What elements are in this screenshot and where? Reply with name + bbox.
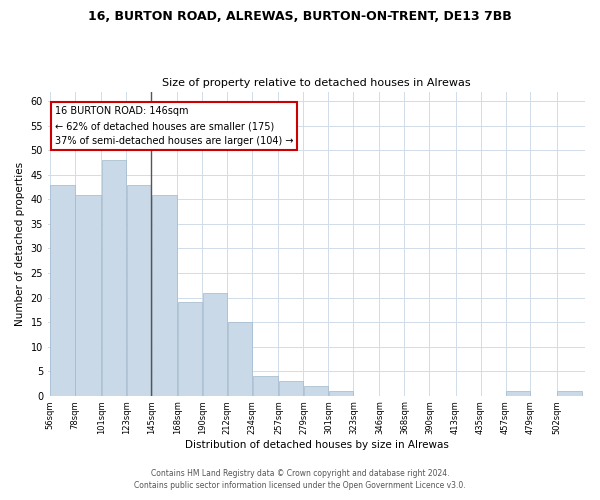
Bar bbox=[203, 292, 227, 396]
Bar bbox=[557, 390, 583, 396]
Bar bbox=[178, 302, 202, 396]
Y-axis label: Number of detached properties: Number of detached properties bbox=[15, 162, 25, 326]
Bar bbox=[76, 194, 101, 396]
Bar bbox=[253, 376, 278, 396]
Text: 16, BURTON ROAD, ALREWAS, BURTON-ON-TRENT, DE13 7BB: 16, BURTON ROAD, ALREWAS, BURTON-ON-TREN… bbox=[88, 10, 512, 23]
X-axis label: Distribution of detached houses by size in Alrewas: Distribution of detached houses by size … bbox=[185, 440, 448, 450]
Bar bbox=[227, 322, 252, 396]
Bar bbox=[506, 390, 530, 396]
Title: Size of property relative to detached houses in Alrewas: Size of property relative to detached ho… bbox=[162, 78, 471, 88]
Bar bbox=[127, 184, 151, 396]
Bar bbox=[304, 386, 328, 396]
Bar bbox=[278, 381, 303, 396]
Bar bbox=[101, 160, 126, 396]
Text: Contains HM Land Registry data © Crown copyright and database right 2024.
Contai: Contains HM Land Registry data © Crown c… bbox=[134, 468, 466, 490]
Text: 16 BURTON ROAD: 146sqm
← 62% of detached houses are smaller (175)
37% of semi-de: 16 BURTON ROAD: 146sqm ← 62% of detached… bbox=[55, 106, 293, 146]
Bar bbox=[50, 184, 75, 396]
Bar bbox=[329, 390, 353, 396]
Bar bbox=[152, 194, 177, 396]
